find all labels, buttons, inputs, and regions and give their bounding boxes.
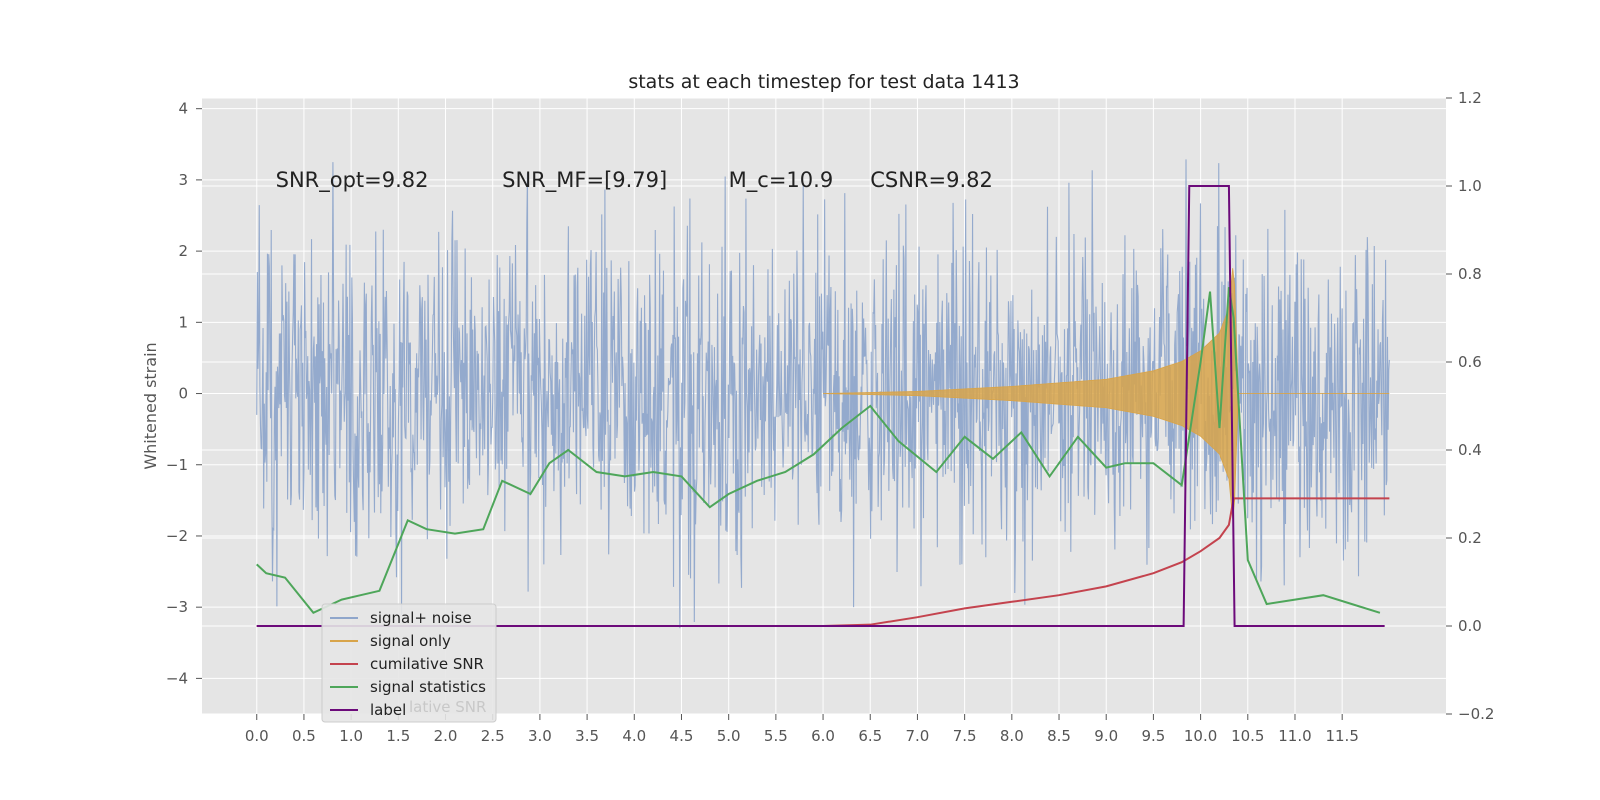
x-tick-label: 7.0 (906, 727, 930, 745)
y2-tick-label: 1.2 (1458, 89, 1482, 107)
y2-tick-label: 1.0 (1458, 177, 1482, 195)
y-tick-label: 1 (178, 313, 188, 331)
line-series (256, 185, 1390, 627)
y-axis-label: Whitened strain (141, 342, 160, 469)
y-tick-label: 3 (178, 171, 188, 189)
annotation-text: M_c=10.9 (729, 168, 834, 193)
signal-noise-series (256, 159, 1390, 629)
x-tick-label: 6.5 (858, 727, 882, 745)
y-tick-label: −4 (166, 669, 188, 687)
y-tick-label: 2 (178, 242, 188, 260)
x-tick-label: 9.5 (1141, 727, 1165, 745)
chart-title: stats at each timestep for test data 141… (628, 71, 1019, 93)
x-tick-label: 7.5 (953, 727, 977, 745)
y-tick-label: 0 (178, 385, 188, 403)
x-tick-label: 8.5 (1047, 727, 1071, 745)
y2-tick-label: 0.8 (1458, 265, 1482, 283)
legend-label: label (370, 701, 406, 719)
y-tick-label: 4 (178, 100, 188, 118)
x-tick-label: 0.5 (292, 727, 316, 745)
x-tick-label: 10.5 (1231, 727, 1264, 745)
legend-partial-text: lative SNR (409, 698, 486, 716)
x-tick-label: 8.0 (1000, 727, 1024, 745)
legend: lative SNR signal+ noise signal only cumila… (321, 603, 497, 723)
annotation-text: SNR_opt=9.82 (276, 168, 429, 193)
x-tick-label: 1.0 (339, 727, 363, 745)
y-tick-label: −2 (166, 527, 188, 545)
x-tick-label: 0.0 (245, 727, 269, 745)
x-tick-label: 4.0 (622, 727, 646, 745)
label-line (256, 185, 1385, 627)
signal-only-fill (823, 268, 1390, 519)
annotation-text: CSNR=9.82 (870, 168, 993, 192)
x-tick-label: 10.0 (1184, 727, 1217, 745)
legend-box (321, 603, 497, 723)
legend-label: signal statistics (370, 678, 486, 696)
x-tick-label: 2.0 (434, 727, 458, 745)
legend-label: signal only (370, 632, 451, 650)
x-tick-label: 2.5 (481, 727, 505, 745)
y2-tick-label: 0.2 (1458, 529, 1482, 547)
x-tick-label: 5.0 (717, 727, 741, 745)
annotation-text: SNR_MF=[9.79] (502, 168, 667, 193)
annotations: SNR_opt=9.82 SNR_MF=[9.79] M_c=10.9 CSNR=9.… (276, 168, 993, 193)
x-tick-label: 1.5 (386, 727, 410, 745)
legend-label: cumilative SNR (370, 655, 484, 673)
y2-tick-label: 0.0 (1458, 617, 1482, 635)
x-tick-label: 4.5 (670, 727, 694, 745)
axes: 0.0 0.5 1.0 1.5 2.0 2.5 3.0 3.5 4.0 4.5 5.0 5.5 6.0 6… (166, 89, 1495, 745)
x-tick-label: 6.0 (811, 727, 835, 745)
x-tick-label: 9.0 (1094, 727, 1118, 745)
signal-noise-line (256, 159, 1390, 629)
x-tick-label: 5.5 (764, 727, 788, 745)
y2-tick-label: 0.6 (1458, 353, 1482, 371)
x-tick-label: 11.0 (1278, 727, 1311, 745)
signal-only-series (823, 268, 1390, 519)
x-tick-label: 3.0 (528, 727, 552, 745)
x-tick-label: 3.5 (575, 727, 599, 745)
legend-label: signal+ noise (370, 609, 472, 627)
cumilative-snr-line (256, 497, 1390, 627)
y2-tick-label: −0.2 (1458, 705, 1494, 723)
y2-tick-label: 0.4 (1458, 441, 1482, 459)
signal-statistics-line (256, 287, 1381, 615)
y-tick-label: −3 (166, 598, 188, 616)
y-tick-label: −1 (166, 456, 188, 474)
x-tick-label: 11.5 (1325, 727, 1358, 745)
